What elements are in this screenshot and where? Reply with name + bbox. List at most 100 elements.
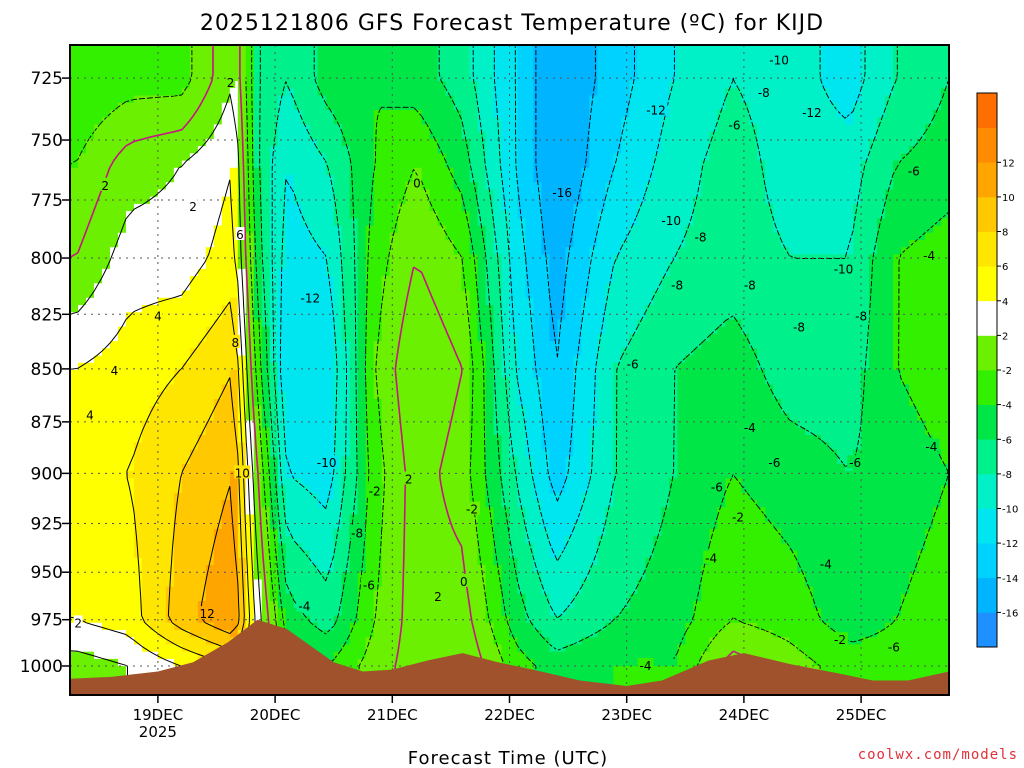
temperature-cell xyxy=(797,124,806,133)
temperature-cell xyxy=(853,218,862,227)
temperature-cell xyxy=(605,276,614,284)
temperature-cell xyxy=(637,73,646,82)
temperature-cell xyxy=(317,95,327,104)
temperature-cell xyxy=(909,189,918,198)
temperature-cell xyxy=(701,88,710,97)
temperature-cell xyxy=(397,138,407,147)
temperature-cell xyxy=(333,268,343,277)
temperature-cell xyxy=(181,182,191,191)
temperature-cell xyxy=(221,232,231,241)
temperature-cell xyxy=(333,370,343,378)
temperature-cell xyxy=(797,333,806,342)
temperature-cell xyxy=(685,290,694,299)
temperature-cell xyxy=(157,247,167,256)
temperature-cell xyxy=(221,348,231,357)
temperature-cell xyxy=(453,110,463,118)
temperature-cell xyxy=(85,232,95,241)
temperature-cell xyxy=(701,81,710,89)
temperature-cell xyxy=(413,225,423,234)
temperature-cell xyxy=(709,319,718,328)
temperature-cell xyxy=(309,66,319,75)
temperature-cell xyxy=(501,240,511,248)
temperature-cell xyxy=(845,333,854,342)
temperature-cell xyxy=(269,225,279,234)
temperature-cell xyxy=(885,341,894,349)
temperature-cell xyxy=(493,276,503,284)
temperature-cell xyxy=(605,59,614,68)
temperature-cell xyxy=(365,319,375,328)
temperature-cell xyxy=(893,102,902,111)
temperature-cell xyxy=(325,290,335,299)
temperature-cell xyxy=(637,131,646,140)
temperature-cell xyxy=(557,319,567,328)
temperature-cell xyxy=(325,182,335,191)
temperature-cell xyxy=(317,52,327,61)
temperature-cell xyxy=(613,88,622,97)
temperature-cell xyxy=(709,341,718,349)
temperature-cell xyxy=(445,211,455,219)
temperature-cell xyxy=(253,124,263,133)
temperature-cell xyxy=(205,167,215,176)
temperature-cell xyxy=(549,341,559,349)
temperature-cell xyxy=(117,333,127,342)
temperature-cell xyxy=(581,240,591,248)
temperature-cell xyxy=(669,160,678,169)
temperature-cell xyxy=(101,283,111,292)
temperature-cell xyxy=(485,326,495,335)
temperature-cell xyxy=(645,95,654,104)
temperature-cell xyxy=(629,203,638,212)
temperature-cell xyxy=(421,59,431,68)
temperature-cell xyxy=(485,138,495,147)
temperature-cell xyxy=(365,326,375,335)
temperature-cell xyxy=(413,124,423,133)
temperature-cell xyxy=(349,203,359,212)
temperature-cell xyxy=(349,333,359,342)
temperature-cell xyxy=(85,81,95,89)
temperature-cell xyxy=(597,81,606,89)
temperature-cell xyxy=(437,283,447,292)
temperature-cell xyxy=(661,52,670,61)
temperature-cell xyxy=(357,232,367,241)
temperature-cell xyxy=(573,297,583,306)
temperature-cell xyxy=(501,326,511,335)
temperature-cell xyxy=(213,211,223,219)
temperature-cell xyxy=(253,45,263,53)
temperature-cell xyxy=(861,124,870,133)
temperature-cell xyxy=(821,333,830,342)
temperature-cell xyxy=(269,319,279,328)
temperature-cell xyxy=(677,247,686,256)
temperature-cell xyxy=(141,160,151,169)
temperature-cell xyxy=(77,225,87,234)
temperature-cell xyxy=(373,362,383,371)
temperature-cell xyxy=(869,73,878,82)
temperature-cell xyxy=(261,247,271,256)
temperature-cell xyxy=(853,254,862,263)
temperature-cell xyxy=(221,110,231,118)
temperature-cell xyxy=(677,261,686,270)
temperature-cell xyxy=(77,153,87,162)
temperature-cell xyxy=(693,305,702,313)
temperature-cell xyxy=(125,348,135,357)
temperature-cell xyxy=(205,348,215,357)
temperature-cell xyxy=(173,88,183,97)
temperature-cell xyxy=(805,182,814,191)
temperature-cell xyxy=(757,138,766,147)
temperature-cell xyxy=(541,124,551,133)
temperature-cell xyxy=(205,268,215,277)
temperature-cell xyxy=(613,341,622,349)
temperature-cell xyxy=(189,276,199,284)
temperature-cell xyxy=(837,138,846,147)
temperature-cell xyxy=(277,88,287,97)
temperature-cell xyxy=(125,131,135,140)
temperature-cell xyxy=(565,203,575,212)
temperature-cell xyxy=(701,305,710,313)
temperature-cell xyxy=(437,232,447,241)
temperature-cell xyxy=(261,59,271,68)
temperature-cell xyxy=(901,247,910,256)
temperature-cell xyxy=(733,319,742,328)
temperature-cell xyxy=(805,124,814,133)
temperature-cell xyxy=(765,240,774,248)
temperature-cell xyxy=(773,66,782,75)
temperature-cell xyxy=(277,175,287,183)
temperature-cell xyxy=(941,102,949,111)
